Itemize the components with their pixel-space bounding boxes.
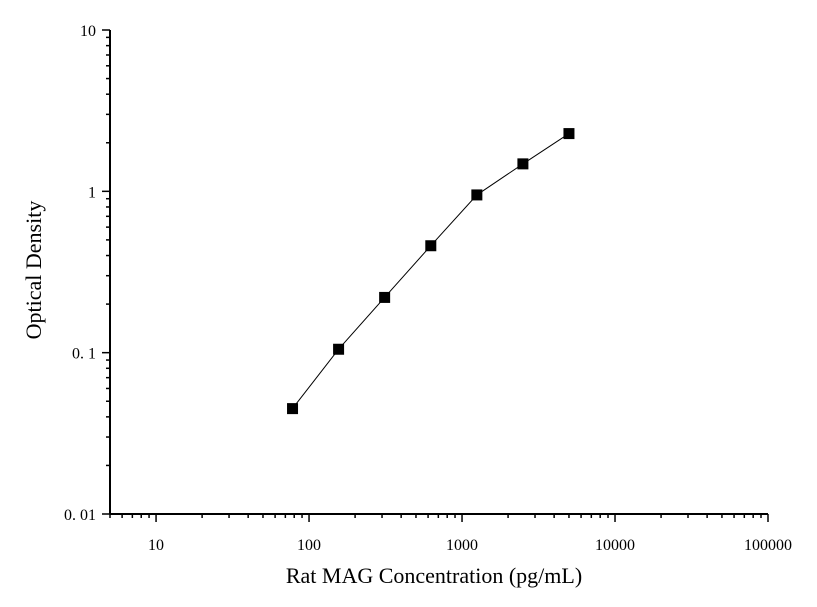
data-point	[287, 403, 299, 415]
x-tick-label: 100	[297, 537, 321, 554]
x-axis-title: Rat MAG Concentration (pg/mL)	[286, 563, 582, 588]
x-tick-label: 100000	[744, 537, 792, 554]
data-point	[333, 343, 345, 355]
y-tick-label: 10	[80, 23, 96, 40]
x-tick-label: 10	[148, 537, 164, 554]
data-point	[379, 291, 391, 303]
axes	[109, 30, 768, 515]
series-layer	[287, 128, 575, 415]
y-axis-title: Optical Density	[21, 201, 46, 340]
data-point	[471, 189, 483, 201]
y-ticks: 0. 01 0. 1 1 10	[64, 23, 110, 524]
y-tick-label: 0. 01	[64, 507, 96, 524]
series-line	[292, 133, 570, 409]
x-tick-label: 10000	[595, 537, 635, 554]
y-tick-label: 1	[88, 184, 96, 201]
x-tick-label: 1000	[446, 537, 478, 554]
data-point	[425, 240, 437, 252]
data-point	[517, 158, 529, 170]
data-point	[563, 128, 575, 140]
y-tick-label: 0. 1	[72, 346, 96, 363]
x-ticks: 10 100 1000 10000 100000	[109, 514, 792, 554]
